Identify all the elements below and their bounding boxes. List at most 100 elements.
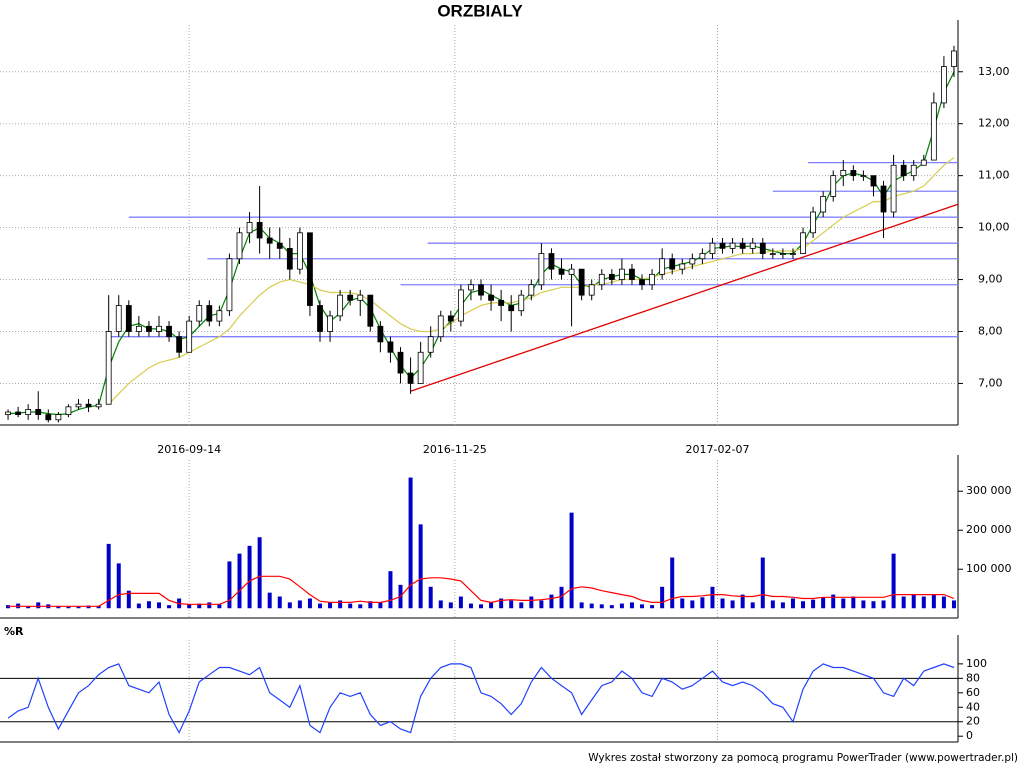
candle-body xyxy=(951,50,957,67)
candle-body xyxy=(45,414,52,421)
bar xyxy=(700,597,705,609)
x-tick-label: 2016-11-25 xyxy=(423,443,487,456)
bar xyxy=(217,604,222,609)
bar xyxy=(237,553,242,609)
bar xyxy=(891,553,896,609)
bar xyxy=(146,601,151,609)
x-tick-label: 2016-09-14 xyxy=(157,443,221,456)
candle-body xyxy=(447,315,454,322)
bar xyxy=(720,598,725,609)
candle-body xyxy=(266,237,273,244)
candle-body xyxy=(769,253,776,255)
candle-body xyxy=(548,253,555,270)
candle-body xyxy=(166,325,172,338)
candle-body xyxy=(427,336,434,353)
bar xyxy=(509,600,514,609)
bar xyxy=(458,596,463,609)
bar xyxy=(499,598,504,609)
candle-body xyxy=(850,170,857,177)
bar xyxy=(780,602,785,609)
candle-body xyxy=(65,406,72,416)
candle-body xyxy=(598,273,605,286)
bar xyxy=(670,557,675,609)
bar xyxy=(247,545,252,609)
candle-body xyxy=(930,102,937,161)
chart-title: ORZBIALY xyxy=(437,1,523,20)
candle-body xyxy=(880,185,887,213)
bar xyxy=(66,606,71,609)
candle-body xyxy=(317,305,323,332)
bar xyxy=(297,600,302,609)
candle-body xyxy=(397,351,404,374)
y-tick-label: 12,00 xyxy=(978,117,1010,130)
bar xyxy=(881,600,886,609)
y-tick-label: 7,00 xyxy=(978,376,1003,389)
y-tick-label: 0 xyxy=(966,729,973,742)
candle-body xyxy=(820,196,827,213)
bar xyxy=(76,606,81,609)
candle-body xyxy=(196,305,203,322)
bar xyxy=(187,604,192,609)
bar xyxy=(468,603,473,609)
candle-body xyxy=(749,242,756,249)
candle-body xyxy=(669,258,676,270)
bar xyxy=(136,603,141,609)
candle-body xyxy=(568,268,575,275)
candle-body xyxy=(890,164,897,213)
candle-body xyxy=(176,336,183,353)
bar xyxy=(26,606,31,609)
bar xyxy=(549,594,554,609)
candle-body xyxy=(810,211,816,234)
bar xyxy=(126,590,131,609)
bar xyxy=(378,602,383,609)
candle-body xyxy=(246,222,253,234)
trend-line xyxy=(410,203,959,392)
bar xyxy=(156,602,161,609)
bar xyxy=(750,602,755,609)
candle-body xyxy=(135,325,142,332)
bar xyxy=(116,563,121,609)
bar xyxy=(257,537,262,609)
bar xyxy=(438,600,443,609)
candle-body xyxy=(941,66,947,104)
bar xyxy=(36,602,41,609)
candle-body xyxy=(15,411,22,416)
line xyxy=(7,663,955,734)
y-tick-label: 8,00 xyxy=(978,324,1003,337)
candle-body xyxy=(55,414,62,421)
bar xyxy=(348,603,353,609)
candle-body xyxy=(920,159,927,166)
candle-body xyxy=(307,232,313,306)
candle-body xyxy=(528,284,535,296)
bar xyxy=(911,594,916,609)
y-tick-label: 60 xyxy=(966,686,980,699)
candle-body xyxy=(478,284,484,296)
candle-body xyxy=(709,242,716,254)
candle-body xyxy=(186,320,193,353)
candle-body xyxy=(206,305,213,322)
candle-body xyxy=(5,411,11,416)
bar xyxy=(831,594,836,609)
candle-body xyxy=(639,279,645,286)
candle-body xyxy=(538,253,545,286)
bar xyxy=(167,605,172,609)
bar xyxy=(790,598,795,609)
bar xyxy=(106,543,111,609)
candle-body xyxy=(729,242,736,249)
bar xyxy=(318,603,323,609)
candle-body xyxy=(85,403,92,408)
candle-body xyxy=(468,284,474,291)
bar xyxy=(56,605,61,609)
bar xyxy=(730,600,735,609)
bar xyxy=(811,599,816,609)
candle-body xyxy=(457,289,464,322)
bar xyxy=(710,586,715,609)
candle-body xyxy=(739,242,746,249)
bar xyxy=(660,586,665,609)
candle-body xyxy=(25,409,32,416)
candle-body xyxy=(679,263,686,270)
bar xyxy=(307,598,312,609)
y-tick-label: 200 000 xyxy=(966,523,1012,536)
bar xyxy=(368,601,373,609)
